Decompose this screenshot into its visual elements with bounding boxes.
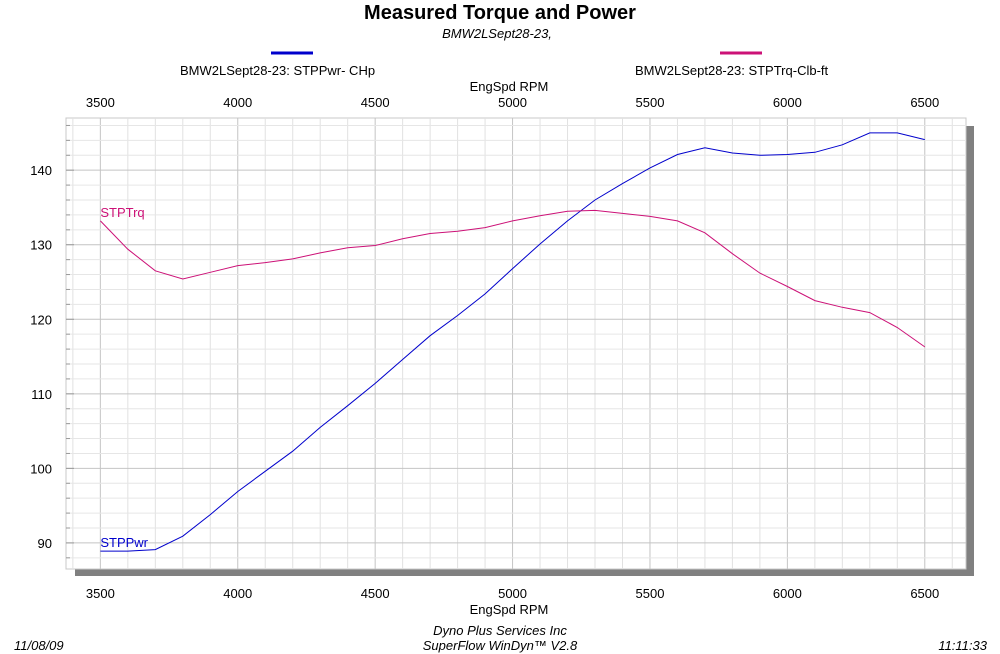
legend-label-power: BMW2LSept28-23: STPPwr- CHp (180, 63, 375, 78)
legend-label-torque: BMW2LSept28-23: STPTrq-Clb-ft (635, 63, 829, 78)
y-tick-label: 120 (30, 312, 52, 327)
plot-area (65, 117, 967, 570)
y-tick-label: 110 (31, 387, 52, 402)
x-tick-label-bottom: 3500 (86, 586, 115, 601)
series-line-torque (100, 209, 926, 348)
x-tick-label-top: 5000 (498, 95, 527, 110)
footer-time: 11:11:33 (938, 638, 987, 653)
series-label-torque: STPTrq (100, 205, 144, 220)
footer-date: 11/08/09 (14, 638, 64, 653)
x-tick-label-top: 4000 (223, 95, 252, 110)
x-tick-label-top: 3500 (86, 95, 115, 110)
x-tick-label-top: 5500 (636, 95, 665, 110)
axis-ticks: 3500 3500 4000 4000 4500 4500 5000 5000 5500 5500… (30, 95, 939, 601)
footer-software: SuperFlow WinDyn™ V2.8 (423, 638, 578, 653)
x-tick-label-bottom: 4500 (361, 586, 390, 601)
x-tick-label-bottom: 5500 (636, 586, 665, 601)
bottom-axis-title: EngSpd RPM (470, 602, 549, 617)
x-tick-label-top: 6000 (773, 95, 802, 110)
y-tick-label: 100 (30, 461, 52, 476)
series-label-power: STPPwr (100, 535, 148, 550)
chart-title: Measured Torque and Power (364, 2, 636, 24)
footer-company: Dyno Plus Services Inc (433, 623, 567, 638)
y-tick-label: 90 (38, 536, 52, 551)
x-tick-label-bottom: 4000 (223, 586, 252, 601)
top-axis-title: EngSpd RPM (470, 79, 549, 94)
x-tick-label-bottom: 6500 (910, 586, 939, 601)
grid (66, 118, 966, 569)
y-tick-label: 140 (30, 163, 52, 178)
x-tick-label-bottom: 5000 (498, 586, 527, 601)
x-tick-label-top: 4500 (361, 95, 390, 110)
series-line-power (100, 132, 925, 552)
x-tick-label-bottom: 6000 (773, 586, 802, 601)
x-tick-label-top: 6500 (910, 95, 939, 110)
y-tick-label: 130 (30, 238, 52, 253)
chart-subtitle: BMW2LSept28-23, (442, 26, 552, 41)
series-layer: STPPwr STPTrq (100, 132, 926, 552)
